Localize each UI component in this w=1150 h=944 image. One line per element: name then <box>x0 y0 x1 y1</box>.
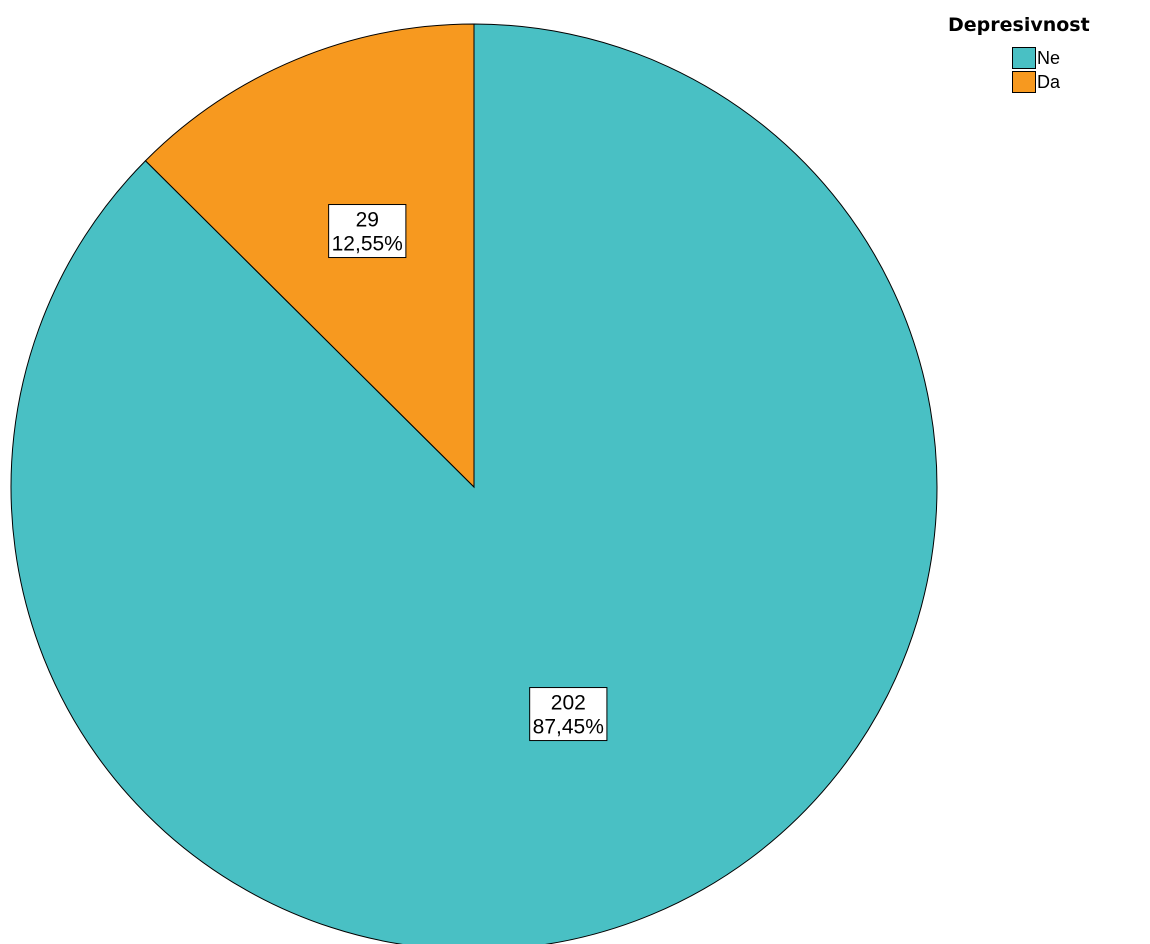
chart-legend: Depresivnost Ne Da <box>948 14 1090 94</box>
legend-label-da: Da <box>1037 71 1061 92</box>
slice-label-box <box>529 687 608 742</box>
legend-title: Depresivnost <box>948 14 1090 36</box>
slice-percent-label: 87,45% <box>533 716 604 739</box>
pie-slice-ne <box>10 23 938 944</box>
legend-item-da: Da <box>1012 70 1090 94</box>
slice-count-label: 29 <box>356 209 379 232</box>
slice-count-label: 202 <box>551 692 586 715</box>
pie-slice-da <box>144 23 475 489</box>
legend-label-ne: Ne <box>1037 47 1061 68</box>
slice-label-box <box>328 204 407 259</box>
legend-item-ne: Ne <box>1012 46 1090 70</box>
slice-percent-label: 12,55% <box>332 233 403 256</box>
legend-swatch-ne <box>1012 47 1036 69</box>
legend-items: Ne Da <box>1012 46 1090 94</box>
legend-swatch-da <box>1012 71 1036 93</box>
pie-slices <box>10 23 938 944</box>
